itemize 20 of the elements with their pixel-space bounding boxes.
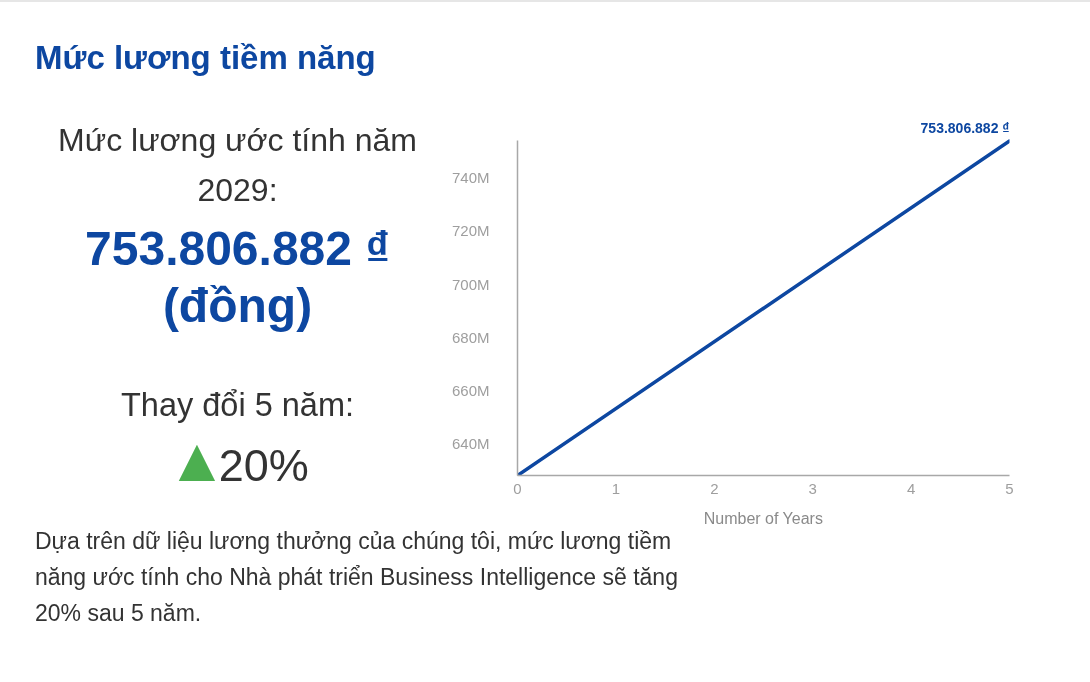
text: ▲20% — [166, 425, 309, 494]
y-tick-label: 720M — [451, 222, 490, 240]
y-tick-label: 700M — [451, 275, 490, 293]
text: Dựa trên dữ liệu lương thưởng của chúng tôi, mức lương tiềm năng ước tính cho Nhà phát triển Business Intelligence sẽ tăng 20% sau 5 năm. — [34, 527, 679, 628]
x-tick-label: 0 — [513, 479, 522, 497]
text: 753.806.882 ₫ (đồng) — [84, 221, 391, 334]
data-label: 753.806.882 ₫ — [920, 120, 1010, 137]
x-axis-title: Number of Years — [703, 509, 823, 527]
y-tick-label: 660M — [451, 381, 490, 399]
x-tick-label: 2 — [710, 479, 719, 497]
text: Mức lương ước tính năm 2029: — [57, 121, 418, 210]
y-tick-label: 640M — [451, 435, 490, 453]
text: Thay đổi 5 năm: — [120, 387, 355, 423]
x-tick-label: 4 — [906, 479, 916, 497]
y-tick-label: 680M — [451, 328, 490, 346]
x-tick-label: 5 — [1005, 479, 1014, 497]
y-tick-label: 740M — [451, 169, 490, 187]
x-tick-label: 1 — [611, 479, 621, 497]
text: Mức lương tiềm năng — [34, 38, 377, 77]
x-tick-label: 3 — [808, 479, 817, 497]
